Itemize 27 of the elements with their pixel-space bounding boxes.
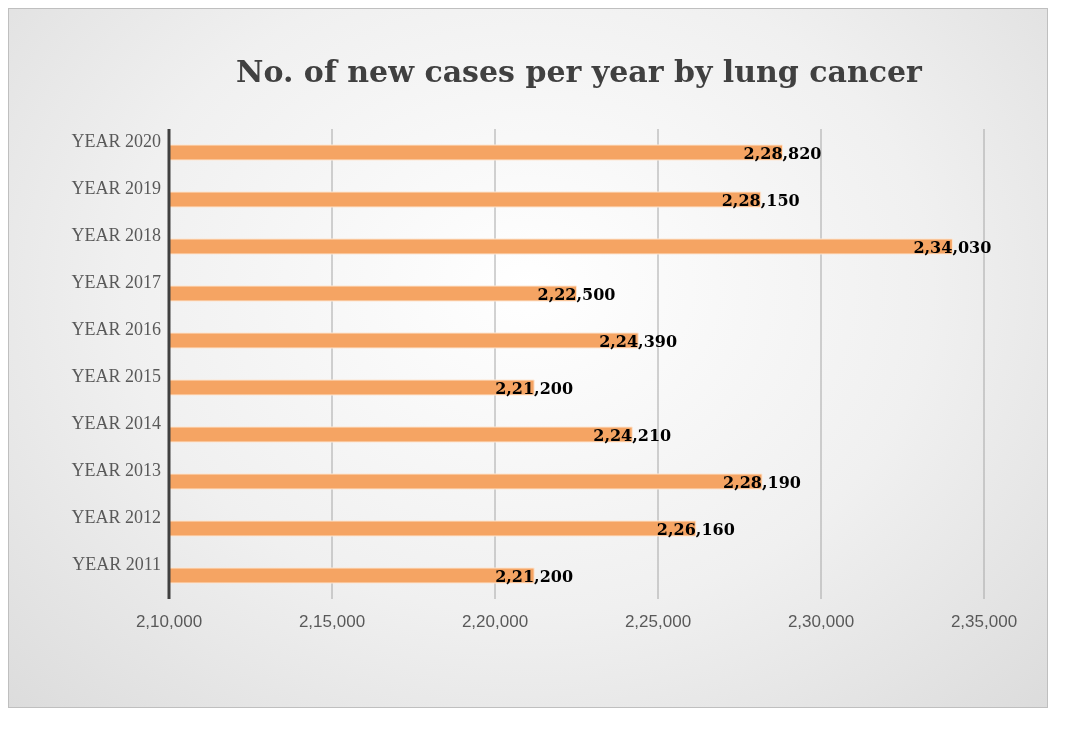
- y-tick-label: YEAR 2013: [71, 459, 161, 480]
- y-tick-label: YEAR 2019: [71, 177, 161, 198]
- chart-title: No. of new cases per year by lung cancer: [235, 54, 923, 89]
- data-label: 2,21,200: [495, 566, 574, 586]
- y-tick-label: YEAR 2014: [71, 412, 161, 433]
- x-tick-label: 2,30,000: [787, 612, 855, 632]
- data-label: 2,21,200: [495, 378, 574, 398]
- data-label: 2,24,390: [599, 331, 678, 351]
- y-tick-label: YEAR 2012: [71, 506, 161, 527]
- y-tick-label: YEAR 2016: [71, 318, 161, 339]
- y-tick-label: YEAR 2020: [71, 130, 161, 151]
- y-tick-label: YEAR 2011: [72, 553, 161, 574]
- y-tick-label: YEAR 2015: [71, 365, 161, 386]
- x-tick-label: 2,15,000: [298, 612, 366, 632]
- data-label: 2,28,190: [723, 472, 801, 492]
- data-label: 2,34,030: [913, 237, 992, 257]
- data-label: 2,28,820: [743, 143, 822, 163]
- x-tick-label: 2,25,000: [624, 612, 692, 632]
- x-tick-label: 2,35,000: [950, 612, 1018, 632]
- x-tick-label: 2,20,000: [461, 612, 529, 632]
- x-tick-label: 2,10,000: [135, 612, 203, 632]
- y-tick-label: YEAR 2018: [71, 224, 161, 245]
- data-label: 2,26,160: [656, 519, 735, 539]
- data-label: 2,28,150: [721, 190, 800, 210]
- data-label: 2,24,210: [593, 425, 672, 445]
- data-label: 2,22,500: [537, 284, 616, 304]
- y-tick-label: YEAR 2017: [71, 271, 161, 292]
